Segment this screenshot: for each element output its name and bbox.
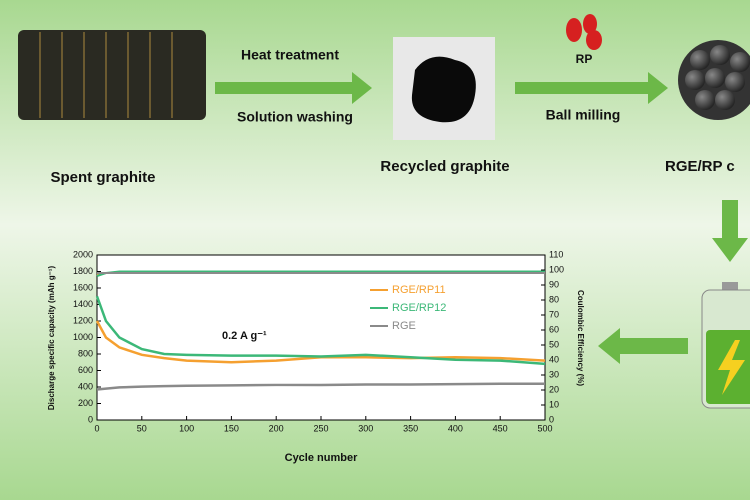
x-tick-label: 400 (448, 423, 463, 433)
y2-tick-label: 10 (549, 399, 559, 409)
y2-tick-label: 110 (549, 249, 563, 259)
x-tick-label: 200 (269, 423, 284, 433)
x-tick-label: 300 (358, 423, 373, 433)
capacity-line (95, 320, 546, 364)
y-tick-label: 1000 (73, 332, 93, 342)
y2-tick-label: 60 (549, 324, 559, 334)
y2-tick-label: 100 (549, 264, 564, 274)
battery-icon (701, 282, 750, 409)
label: RP (576, 52, 593, 66)
x-tick-label: 0 (94, 423, 99, 433)
y-tick-label: 1200 (73, 315, 93, 325)
rp-icon (566, 14, 602, 50)
legend-label: RGE/RP12 (392, 302, 446, 314)
y-tick-label: 1600 (73, 282, 93, 292)
y2-axis-label: Coulombic Efficiency (%) (576, 290, 585, 386)
y-tick-label: 200 (78, 398, 93, 408)
composite-icon (678, 40, 750, 120)
graphite-powder (411, 56, 476, 123)
y2-tick-label: 50 (549, 339, 559, 349)
x-axis-label: Cycle number (285, 452, 358, 464)
arrow (215, 72, 372, 104)
y2-tick-label: 70 (549, 309, 559, 319)
y2-tick-label: 90 (549, 279, 559, 289)
arrow (598, 328, 688, 364)
y-tick-label: 800 (78, 348, 93, 358)
y2-tick-label: 80 (549, 294, 559, 304)
annotation: 0.2 A g⁻¹ (222, 330, 267, 342)
label: Spent graphite (50, 169, 155, 186)
arrow (515, 72, 668, 104)
y-tick-label: 0 (88, 414, 93, 424)
y2-tick-label: 20 (549, 384, 559, 394)
spent-graphite-image (18, 30, 206, 120)
y-tick-label: 400 (78, 381, 93, 391)
x-tick-label: 250 (313, 423, 328, 433)
x-tick-label: 50 (137, 423, 147, 433)
plot-area (96, 254, 546, 421)
y-axis-label: Discharge specific capacity (mAh g⁻¹) (47, 266, 56, 411)
x-tick-label: 150 (224, 423, 239, 433)
capacity-line (95, 295, 546, 366)
label: Solution washing (237, 109, 353, 125)
y2-tick-label: 30 (549, 369, 559, 379)
y-tick-label: 1400 (73, 299, 93, 309)
efficiency-line (96, 270, 545, 277)
capacity-line (96, 382, 545, 391)
x-tick-label: 350 (403, 423, 418, 433)
x-tick-label: 100 (179, 423, 194, 433)
graphite-stripes (39, 32, 173, 118)
legend-label: RGE/RP11 (392, 284, 446, 296)
y-tick-label: 2000 (73, 249, 93, 259)
label: Heat treatment (241, 47, 339, 63)
legend-label: RGE (392, 320, 416, 332)
label: RGE/RP c (665, 158, 735, 175)
x-tick-label: 450 (493, 423, 508, 433)
label: Ball milling (546, 107, 621, 123)
y-tick-label: 600 (78, 365, 93, 375)
x-tick-label: 500 (537, 423, 552, 433)
arrow (712, 200, 748, 262)
y2-tick-label: 40 (549, 354, 559, 364)
y-tick-label: 1800 (73, 266, 93, 276)
y2-tick-label: 0 (549, 414, 554, 424)
label: Recycled graphite (380, 158, 509, 175)
